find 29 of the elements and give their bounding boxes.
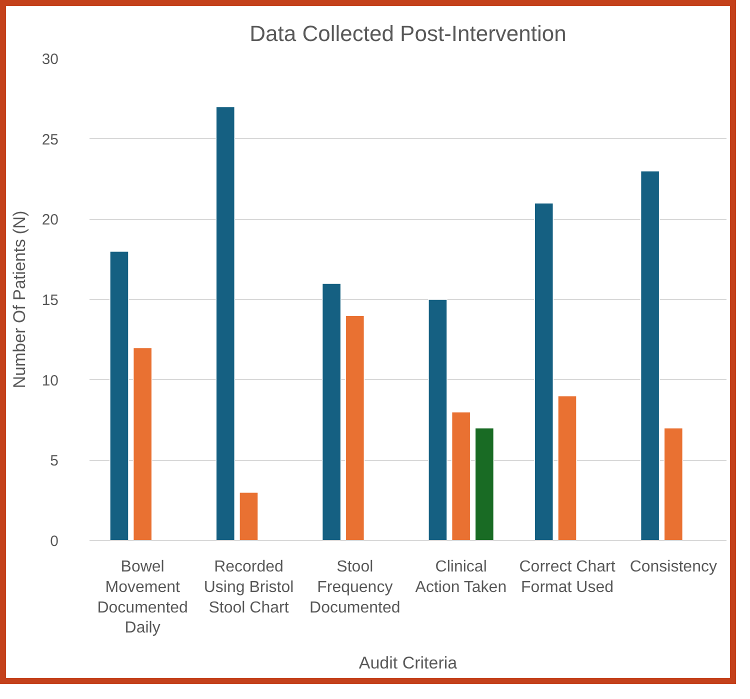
y-tick-label: 30 (42, 51, 59, 68)
bar (664, 428, 684, 540)
x-tick-label: Recorded Using Bristol Stool Chart (204, 558, 294, 616)
bar (322, 283, 342, 540)
bar (534, 202, 554, 540)
bar (239, 492, 258, 540)
y-tick-label: 5 (50, 452, 58, 470)
x-axis-title: Audit Criteria (358, 654, 458, 673)
bar (640, 170, 660, 540)
x-tick-label: Clinical Action Taken (415, 558, 507, 596)
y-tick-label: 15 (42, 292, 59, 309)
y-tick-label: 25 (42, 131, 59, 148)
y-tick-label: 0 (50, 533, 58, 550)
bar (216, 106, 236, 540)
x-tick-label: Consistency (630, 558, 717, 576)
y-axis-title: Number Of Patients (N) (10, 210, 29, 388)
bar (345, 315, 365, 540)
x-tick-label: Stool Frequency Documented (310, 558, 400, 616)
x-tick-label: Bowel Movement Documented Daily (97, 558, 188, 637)
bar (474, 428, 494, 540)
y-tick-label: 20 (42, 212, 59, 229)
x-tick-label: Correct Chart Format Used (519, 558, 616, 596)
bar (451, 412, 471, 540)
bar (558, 396, 577, 540)
bar (110, 250, 129, 540)
y-tick-label: 10 (42, 372, 59, 390)
bar (132, 347, 152, 540)
bar (428, 299, 448, 540)
chart-title: Data Collected Post-Intervention (250, 21, 566, 46)
